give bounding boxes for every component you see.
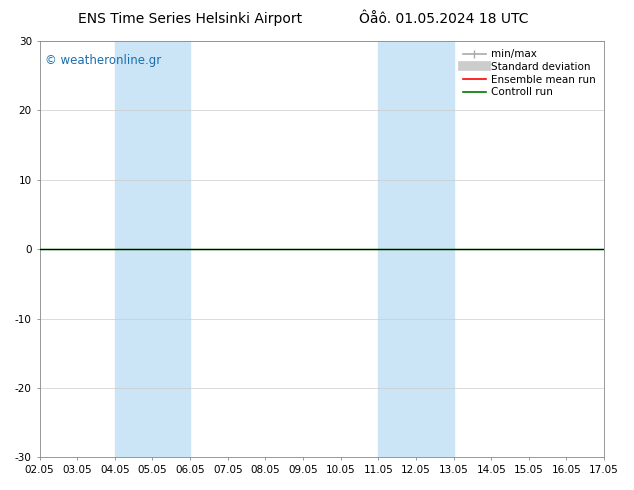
Text: Ôåô. 01.05.2024 18 UTC: Ôåô. 01.05.2024 18 UTC [359, 12, 529, 26]
Legend: min/max, Standard deviation, Ensemble mean run, Controll run: min/max, Standard deviation, Ensemble me… [460, 46, 599, 100]
Text: © weatheronline.gr: © weatheronline.gr [45, 53, 162, 67]
Text: ENS Time Series Helsinki Airport: ENS Time Series Helsinki Airport [78, 12, 302, 26]
Bar [115, 41, 190, 457]
Bar [378, 41, 453, 457]
